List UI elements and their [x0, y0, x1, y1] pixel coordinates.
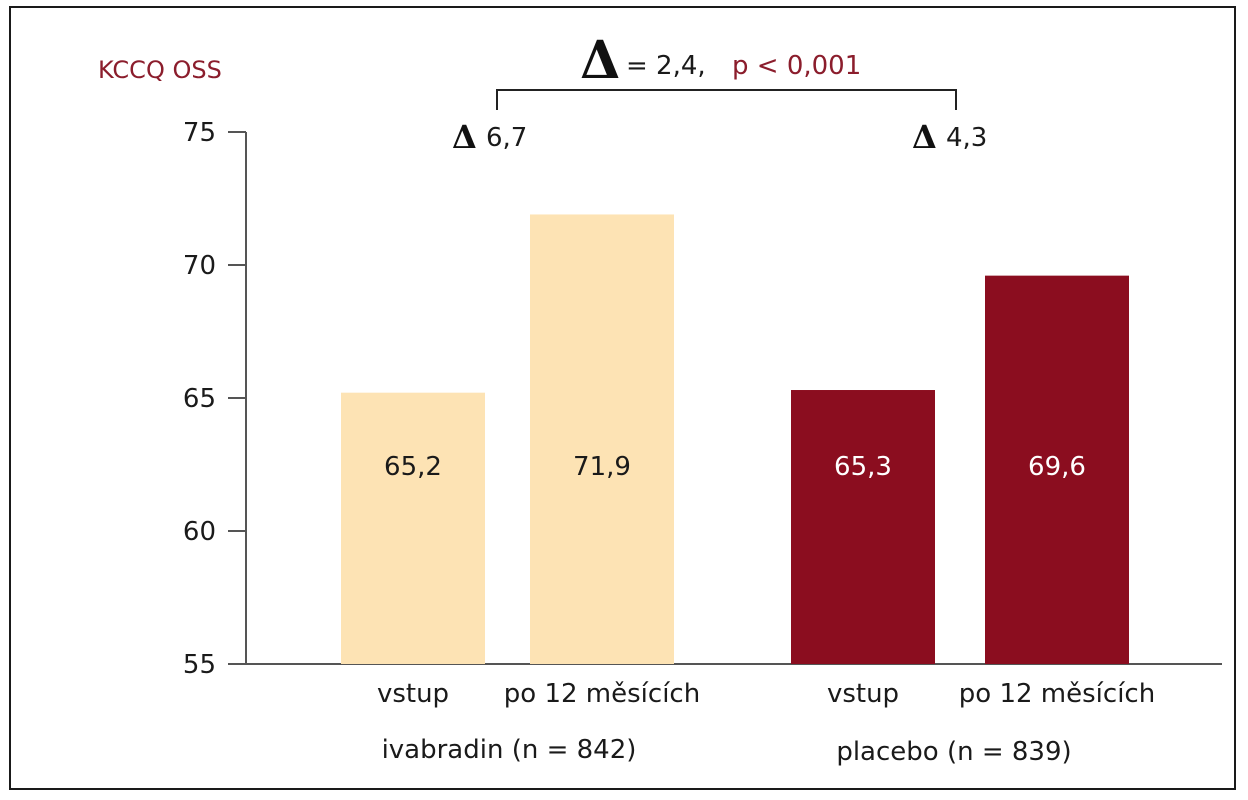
- y-tick-label: 75: [183, 118, 216, 148]
- bar-value-label: 69,6: [1028, 452, 1086, 482]
- bar-value-label: 65,2: [384, 452, 442, 482]
- bar: [530, 214, 674, 664]
- group-label: ivabradin (n = 842): [382, 735, 637, 765]
- comparison-bracket: [496, 89, 957, 110]
- p-value: p < 0,001: [732, 51, 861, 81]
- bar: [791, 390, 935, 664]
- bar-value-label: 65,3: [834, 452, 892, 482]
- y-tick-label: 55: [183, 650, 216, 680]
- group-labels: ivabradin (n = 842) placebo (n = 839): [382, 735, 1072, 767]
- category-labels: vstup po 12 měsících vstup po 12 měsících: [377, 679, 1155, 709]
- y-tick-label: 60: [183, 517, 216, 547]
- delta-symbol-placebo: Δ: [912, 118, 937, 156]
- x-category-label: vstup: [827, 679, 899, 709]
- y-tick-label: 70: [183, 251, 216, 281]
- group-label: placebo (n = 839): [836, 737, 1071, 767]
- y-tick-label: 65: [183, 384, 216, 414]
- bar: [341, 392, 485, 664]
- y-axis: 55 60 65 70 75: [183, 118, 246, 680]
- delta-symbol-ivabradin: Δ: [452, 118, 477, 156]
- x-category-label: po 12 měsících: [504, 679, 700, 709]
- between-delta-value: = 2,4,: [626, 51, 706, 81]
- delta-symbol-main: Δ: [580, 30, 620, 91]
- bar-value-label: 71,9: [573, 452, 631, 482]
- x-category-label: po 12 měsících: [959, 679, 1155, 709]
- x-category-label: vstup: [377, 679, 449, 709]
- y-axis-label: KCCQ OSS: [98, 56, 222, 84]
- chart-frame: [9, 6, 1236, 790]
- delta-ivabradin: 6,7: [486, 123, 527, 153]
- delta-placebo: 4,3: [946, 123, 987, 153]
- bar: [985, 275, 1129, 664]
- bars: 65,2 71,9 65,3 69,6: [341, 214, 1129, 664]
